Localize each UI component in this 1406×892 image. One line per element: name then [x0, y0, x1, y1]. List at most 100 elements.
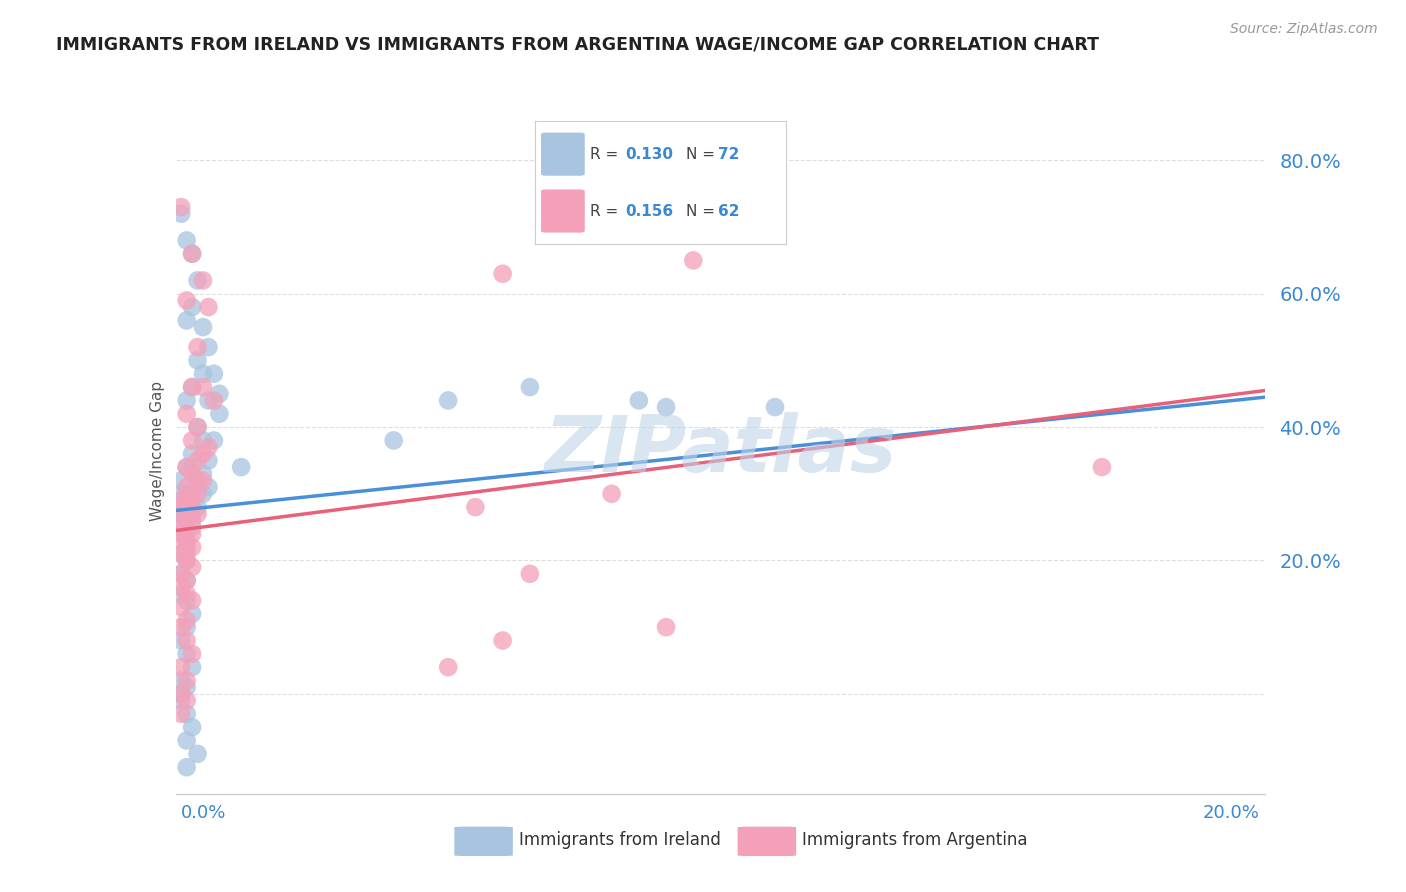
Point: [170, 547, 193, 561]
Point: [181, 720, 204, 734]
Point: [191, 474, 214, 488]
Point: [682, 253, 704, 268]
Point: [208, 407, 231, 421]
Point: [181, 560, 204, 574]
Point: [176, 574, 198, 588]
Point: [176, 553, 198, 567]
Point: [191, 467, 214, 481]
Point: [191, 320, 214, 334]
Point: [655, 400, 678, 414]
Point: [176, 593, 198, 607]
Point: [170, 620, 193, 634]
Point: [181, 246, 204, 260]
Point: [655, 620, 678, 634]
Point: [170, 687, 193, 701]
Point: [186, 474, 209, 488]
Point: [170, 200, 193, 214]
Point: [170, 500, 193, 515]
Point: [170, 580, 193, 594]
Point: [170, 547, 193, 561]
Point: [197, 393, 219, 408]
Point: [181, 593, 204, 607]
Point: [176, 553, 198, 567]
Point: [181, 300, 204, 314]
Point: [181, 526, 204, 541]
Point: [170, 474, 193, 488]
Point: [186, 500, 209, 515]
Point: [176, 614, 198, 628]
Point: [186, 420, 209, 434]
Point: [600, 487, 623, 501]
Point: [197, 440, 219, 454]
Point: [181, 507, 204, 521]
Point: [186, 474, 209, 488]
Point: [186, 487, 209, 501]
Point: [176, 520, 198, 534]
Point: [170, 507, 193, 521]
Point: [197, 300, 219, 314]
Point: [191, 447, 214, 461]
Point: [176, 574, 198, 588]
Text: 0.0%: 0.0%: [181, 804, 226, 822]
Point: [191, 380, 214, 394]
Point: [170, 566, 193, 581]
Y-axis label: Wage/Income Gap: Wage/Income Gap: [149, 380, 165, 521]
Point: [202, 434, 225, 448]
Point: [181, 513, 204, 527]
Point: [176, 673, 198, 688]
Text: Source: ZipAtlas.com: Source: ZipAtlas.com: [1230, 22, 1378, 37]
Point: [181, 540, 204, 554]
Point: [176, 460, 198, 475]
Point: [170, 693, 193, 707]
Point: [170, 493, 193, 508]
Point: [191, 487, 214, 501]
Point: [176, 647, 198, 661]
Point: [176, 680, 198, 694]
Point: [170, 533, 193, 548]
Point: [170, 687, 193, 701]
Point: [186, 340, 209, 354]
Point: [176, 733, 198, 747]
Point: [492, 267, 515, 281]
Point: [176, 587, 198, 601]
Point: [170, 566, 193, 581]
Point: [176, 493, 198, 508]
Point: [181, 380, 204, 394]
Point: [186, 353, 209, 368]
Point: [202, 393, 225, 408]
Point: [170, 520, 193, 534]
Point: [181, 246, 204, 260]
Point: [191, 434, 214, 448]
Point: [627, 393, 650, 408]
Point: [208, 386, 231, 401]
Text: ZIPatlas: ZIPatlas: [544, 412, 897, 489]
Point: [181, 647, 204, 661]
Point: [170, 507, 193, 521]
Point: [181, 520, 204, 534]
Point: [1091, 460, 1114, 475]
Point: [181, 447, 204, 461]
Point: [176, 500, 198, 515]
Point: [186, 507, 209, 521]
Point: [519, 566, 541, 581]
Point: [176, 407, 198, 421]
Point: [437, 660, 460, 674]
Point: [176, 393, 198, 408]
Point: [176, 487, 198, 501]
Point: [181, 380, 204, 394]
Point: [181, 467, 204, 481]
Point: [181, 434, 204, 448]
Point: [176, 540, 198, 554]
Point: [176, 693, 198, 707]
Point: [176, 460, 198, 475]
Point: [176, 500, 198, 515]
Point: [176, 760, 198, 774]
Point: [170, 587, 193, 601]
Point: [382, 434, 405, 448]
Text: 20.0%: 20.0%: [1204, 804, 1260, 822]
Point: [231, 460, 253, 475]
Point: [170, 526, 193, 541]
Point: [176, 547, 198, 561]
Point: [176, 620, 198, 634]
Point: [170, 633, 193, 648]
